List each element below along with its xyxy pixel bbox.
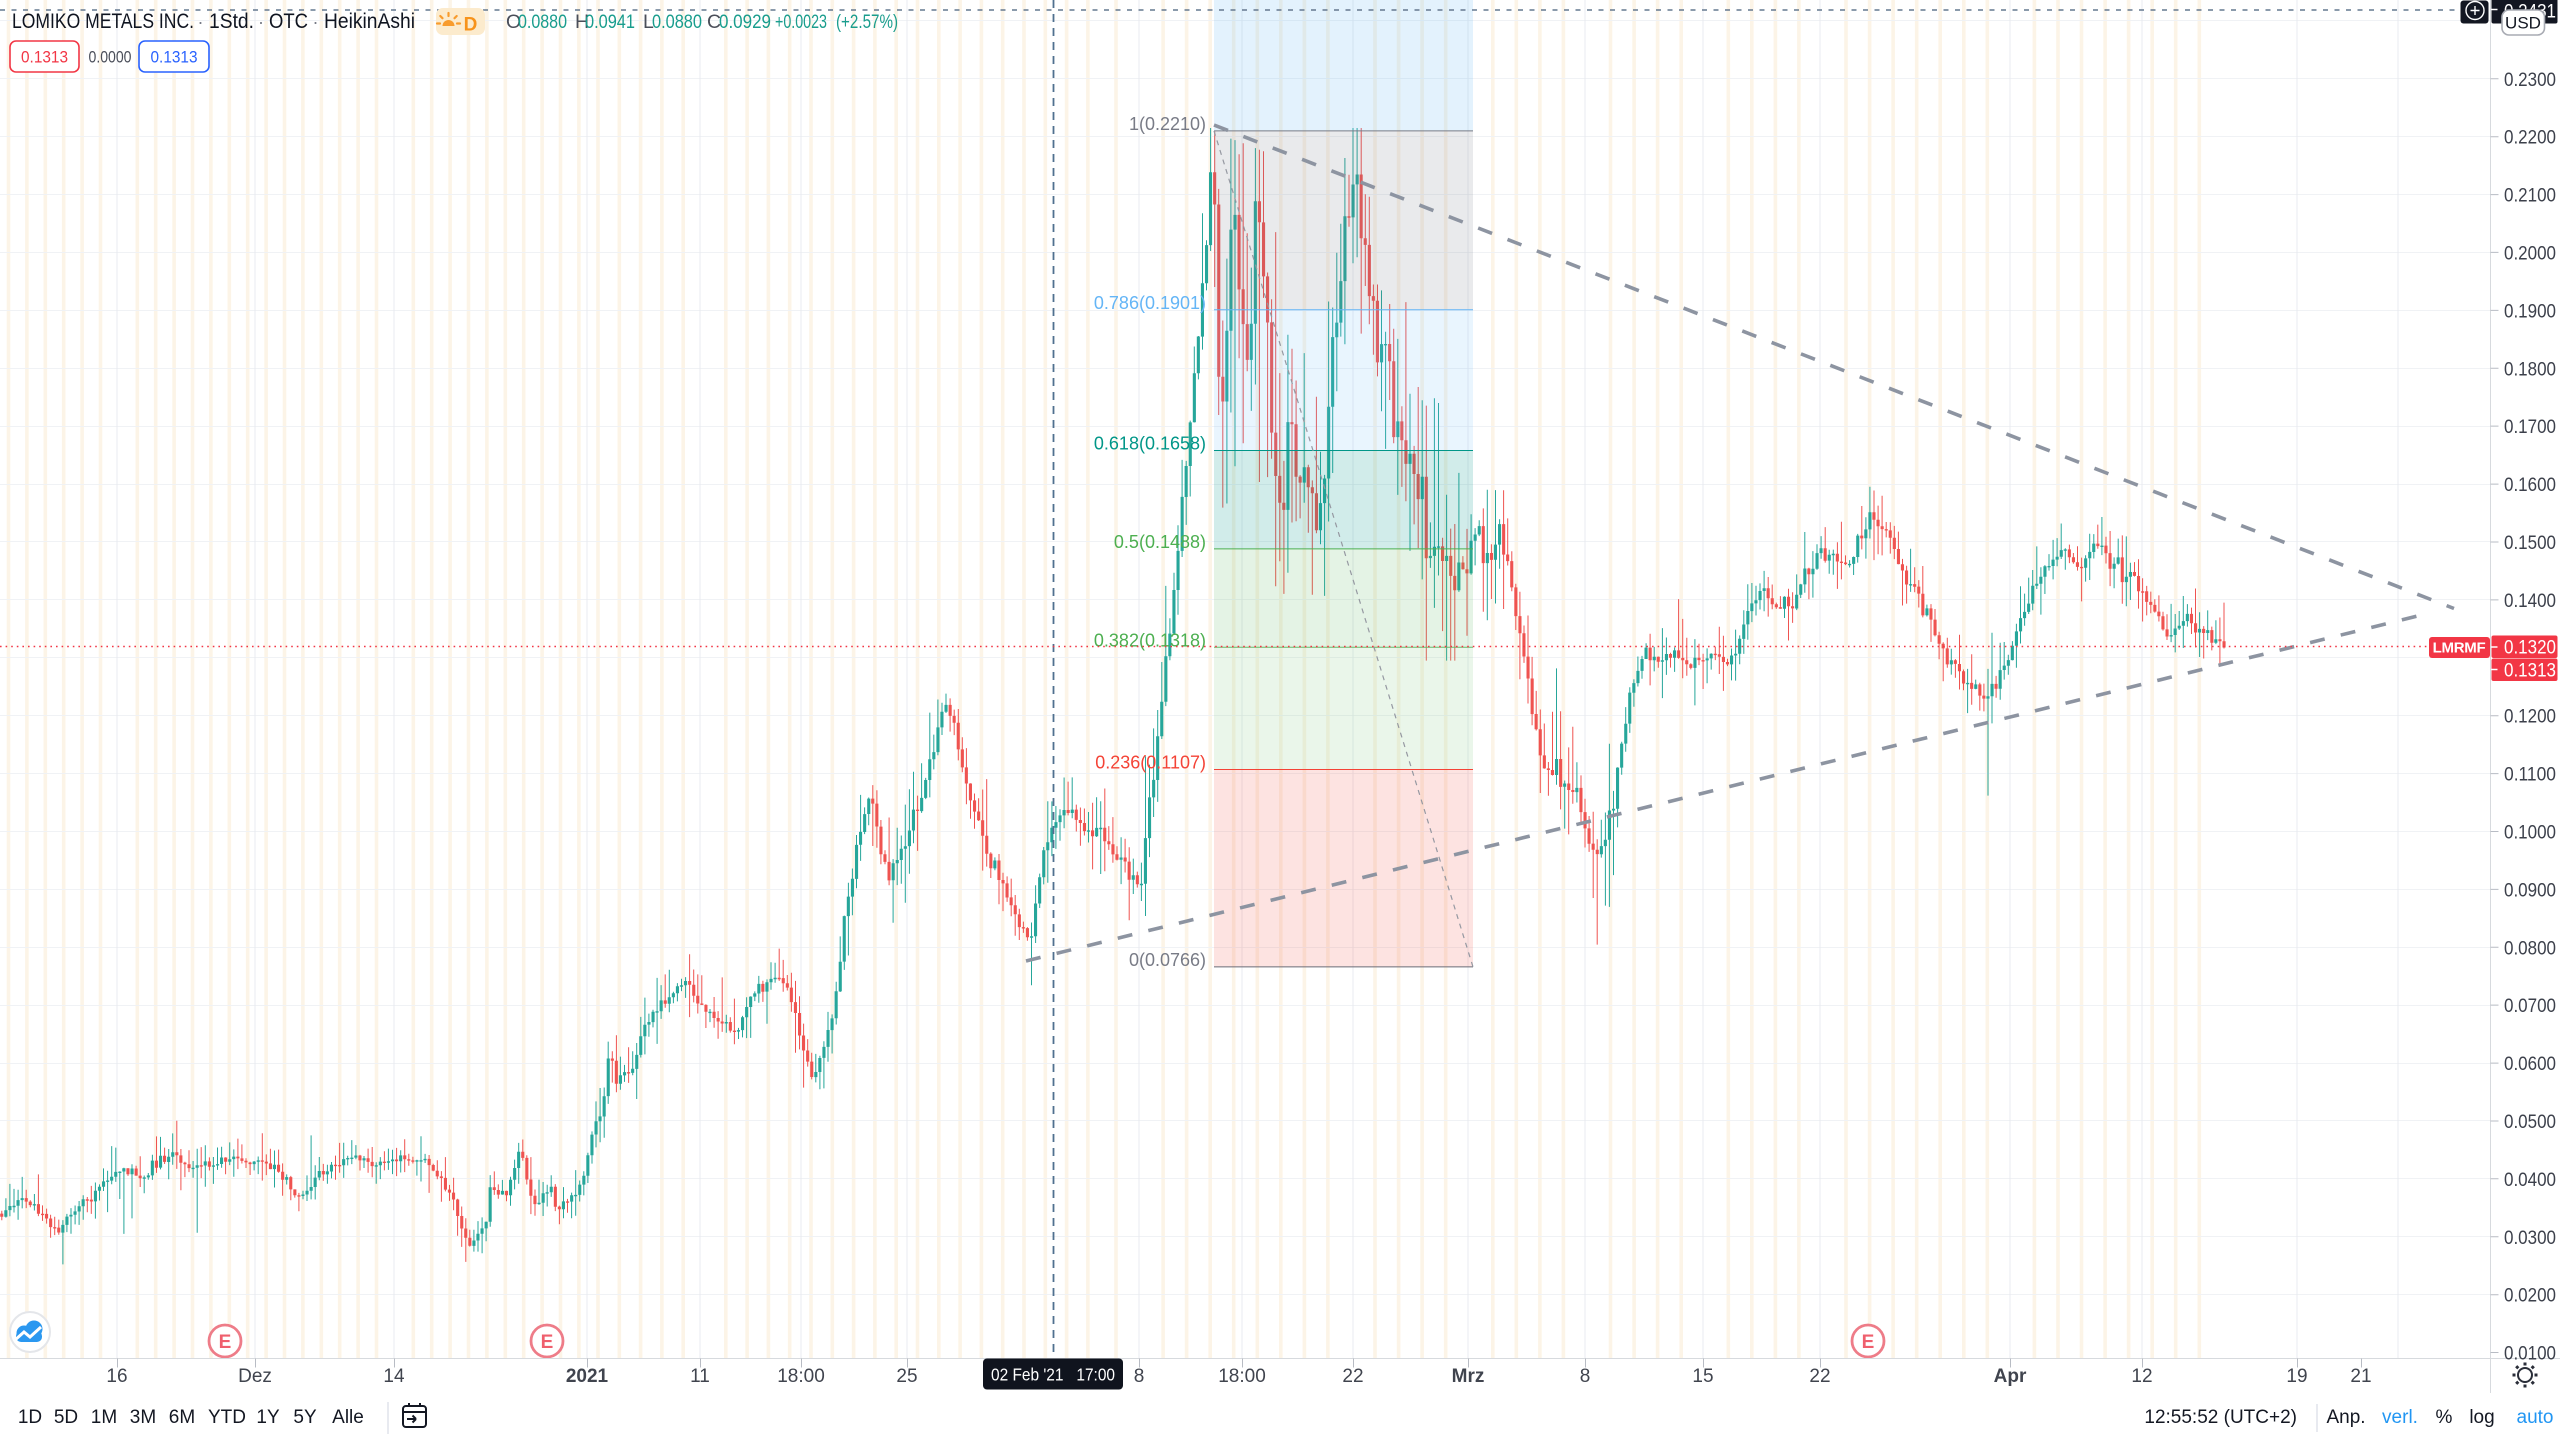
svg-text:·: · [198, 12, 204, 32]
svg-text:0.382(0.1318): 0.382(0.1318) [1094, 630, 1206, 650]
svg-text:0.1900: 0.1900 [2504, 300, 2556, 322]
svg-text:·: · [258, 12, 264, 32]
svg-text:8: 8 [1580, 1366, 1591, 1387]
svg-text:O: O [506, 11, 521, 33]
svg-text:16: 16 [106, 1366, 127, 1387]
svg-text:auto: auto [2517, 1407, 2554, 1428]
svg-text:E: E [541, 1332, 554, 1353]
svg-text:0.0880: 0.0880 [652, 11, 702, 33]
svg-text:0.2200: 0.2200 [2504, 127, 2556, 149]
svg-text:25: 25 [896, 1366, 917, 1387]
svg-text:19: 19 [2286, 1366, 2307, 1387]
svg-text:Apr: Apr [1994, 1366, 2027, 1387]
svg-text:1M: 1M [91, 1407, 117, 1428]
svg-text:0.0600: 0.0600 [2504, 1053, 2556, 1075]
svg-text:0.1100: 0.1100 [2504, 764, 2556, 786]
svg-text:log: log [2469, 1407, 2494, 1428]
svg-text:0.0880: 0.0880 [518, 11, 567, 33]
svg-text:H: H [575, 11, 589, 33]
svg-text:%: % [2436, 1407, 2453, 1428]
svg-text:3M: 3M [130, 1407, 156, 1428]
svg-text:18:00: 18:00 [1218, 1366, 1266, 1387]
svg-text:Anp.: Anp. [2326, 1407, 2365, 1428]
svg-text:0.236(0.1107): 0.236(0.1107) [1095, 753, 1206, 773]
svg-text:Dez: Dez [238, 1366, 272, 1387]
svg-text:0.1313: 0.1313 [21, 48, 68, 67]
svg-text:14: 14 [383, 1366, 405, 1387]
svg-text:15: 15 [1692, 1366, 1713, 1387]
svg-text:0.1700: 0.1700 [2504, 416, 2556, 438]
svg-text:1Std.: 1Std. [209, 10, 254, 33]
svg-text:0.0100: 0.0100 [2504, 1343, 2556, 1365]
svg-text:5Y: 5Y [293, 1407, 317, 1428]
svg-text:C: C [707, 11, 721, 33]
svg-text:0.1800: 0.1800 [2504, 358, 2556, 380]
svg-text:D: D [464, 15, 478, 36]
svg-text:6M: 6M [169, 1407, 195, 1428]
svg-text:0.0400: 0.0400 [2504, 1169, 2556, 1191]
svg-text:0.0800: 0.0800 [2504, 937, 2556, 959]
svg-text:22: 22 [1342, 1366, 1363, 1387]
svg-text:1D: 1D [18, 1407, 42, 1428]
svg-text:0.1000: 0.1000 [2504, 822, 2556, 844]
svg-text:0.0700: 0.0700 [2504, 995, 2556, 1017]
svg-text:0.0941: 0.0941 [585, 11, 635, 33]
svg-text:·: · [313, 12, 319, 32]
svg-text:11: 11 [690, 1366, 710, 1387]
svg-text:OTC: OTC [269, 10, 308, 33]
svg-text:12: 12 [2131, 1366, 2152, 1387]
svg-text:USD: USD [2505, 14, 2541, 33]
svg-text:1(0.2210): 1(0.2210) [1129, 114, 1206, 134]
svg-text:0.0900: 0.0900 [2504, 879, 2556, 901]
svg-text:0.786(0.1901): 0.786(0.1901) [1094, 293, 1206, 313]
svg-text:0.1313: 0.1313 [2504, 660, 2556, 682]
svg-text:1Y: 1Y [256, 1407, 280, 1428]
svg-text:0.1200: 0.1200 [2504, 706, 2556, 728]
svg-text:12:55:52 (UTC+2): 12:55:52 (UTC+2) [2144, 1407, 2297, 1428]
svg-text:0.1313: 0.1313 [151, 48, 198, 67]
svg-text:8: 8 [1134, 1366, 1145, 1387]
svg-text:22: 22 [1809, 1366, 1830, 1387]
svg-text:Alle: Alle [332, 1407, 364, 1428]
svg-text:0.1320: 0.1320 [2504, 637, 2556, 659]
svg-text:0.0300: 0.0300 [2504, 1227, 2556, 1249]
svg-text:E: E [1862, 1332, 1875, 1353]
svg-text:0.2300: 0.2300 [2504, 69, 2556, 91]
svg-text:0.1400: 0.1400 [2504, 590, 2556, 612]
svg-text:0.618(0.1658): 0.618(0.1658) [1094, 434, 1206, 454]
svg-text:0.1600: 0.1600 [2504, 474, 2556, 496]
svg-text:0.0929: 0.0929 [719, 11, 771, 33]
svg-text:LOMIKO METALS INC.: LOMIKO METALS INC. [12, 10, 194, 33]
svg-text:2021: 2021 [566, 1366, 609, 1387]
svg-text:LMRMF: LMRMF [2433, 640, 2486, 657]
svg-text:21: 21 [2350, 1366, 2371, 1387]
svg-text:0.1500: 0.1500 [2504, 532, 2556, 554]
svg-text:0(0.0766): 0(0.0766) [1129, 950, 1206, 970]
svg-text:0.2100: 0.2100 [2504, 185, 2556, 207]
svg-text:verl.: verl. [2382, 1407, 2418, 1428]
svg-text:0.0200: 0.0200 [2504, 1285, 2556, 1307]
svg-text:0.2000: 0.2000 [2504, 242, 2556, 264]
svg-text:YTD: YTD [208, 1407, 246, 1428]
svg-text:0.0000: 0.0000 [89, 48, 132, 67]
svg-text:+0.0023: +0.0023 [775, 11, 827, 33]
svg-text:0.5(0.1488): 0.5(0.1488) [1114, 532, 1206, 552]
svg-text:HeikinAshi: HeikinAshi [324, 10, 415, 33]
svg-text:E: E [219, 1332, 232, 1353]
svg-text:(+2.57%): (+2.57%) [836, 11, 898, 33]
svg-text:5D: 5D [54, 1407, 78, 1428]
svg-text:L: L [643, 11, 654, 33]
svg-text:02 Feb '21 17:00: 02 Feb '21 17:00 [991, 1365, 1115, 1385]
svg-text:Mrz: Mrz [1452, 1366, 1485, 1387]
svg-text:0.0500: 0.0500 [2504, 1111, 2556, 1133]
svg-text:18:00: 18:00 [777, 1366, 825, 1387]
